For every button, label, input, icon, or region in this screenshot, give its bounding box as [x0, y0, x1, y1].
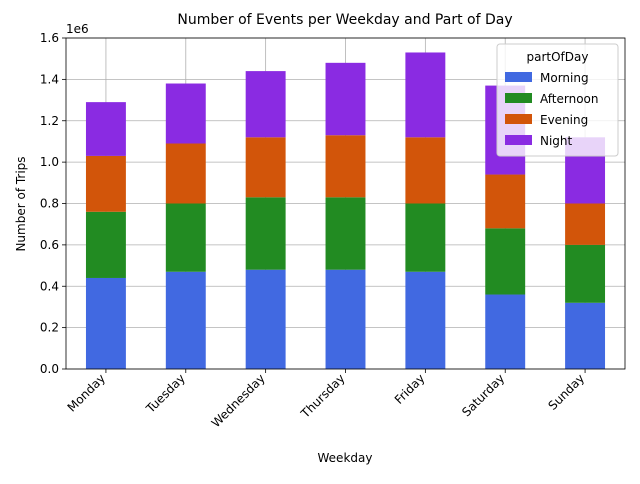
x-tick-label: Wednesday: [209, 371, 268, 430]
x-tick-label: Saturday: [459, 371, 507, 419]
legend-title: partOfDay: [527, 50, 589, 64]
y-axis-label: Number of Trips: [14, 156, 28, 251]
legend-label-afternoon: Afternoon: [540, 92, 599, 106]
chart-title: Number of Events per Weekday and Part of…: [177, 12, 512, 28]
bars: [85, 52, 606, 369]
x-tick-label: Thursday: [298, 371, 348, 421]
bar-sunday-evening: [565, 203, 606, 245]
bar-wednesday-night: [245, 71, 286, 138]
bar-friday-evening: [405, 137, 446, 204]
bar-friday-morning: [405, 271, 446, 369]
y-tick-label: 1.4: [40, 72, 59, 86]
bar-thursday-night: [325, 62, 366, 136]
legend-label-night: Night: [540, 134, 573, 148]
x-tick-label: Tuesday: [143, 371, 188, 416]
bar-tuesday-afternoon: [165, 203, 206, 272]
y-tick-label: 1.6: [40, 31, 59, 45]
bar-thursday-evening: [325, 135, 366, 198]
bar-monday-night: [85, 102, 126, 156]
bar-wednesday-morning: [245, 269, 286, 369]
bar-saturday-afternoon: [485, 228, 526, 295]
bar-tuesday-evening: [165, 143, 206, 204]
bar-sunday-morning: [565, 302, 606, 369]
y-tick-label: 0.8: [40, 197, 59, 211]
bar-friday-afternoon: [405, 203, 446, 272]
legend-swatch-night: [505, 135, 532, 145]
bar-monday-morning: [85, 277, 126, 369]
legend-swatch-evening: [505, 114, 532, 124]
bar-monday-evening: [85, 155, 126, 212]
y-tick-label: 0.6: [40, 238, 59, 252]
bar-wednesday-afternoon: [245, 197, 286, 270]
legend-swatch-afternoon: [505, 93, 532, 103]
y-tick-label: 0.0: [40, 362, 59, 376]
bar-saturday-evening: [485, 174, 526, 229]
bar-thursday-afternoon: [325, 197, 366, 270]
x-tick-label: Friday: [392, 371, 428, 407]
bar-saturday-morning: [485, 294, 526, 369]
y-axis-offset-label: 1e6: [66, 22, 89, 36]
bar-wednesday-evening: [245, 137, 286, 198]
bar-monday-afternoon: [85, 211, 126, 278]
legend-label-morning: Morning: [540, 71, 589, 85]
legend-label-evening: Evening: [540, 113, 588, 127]
bar-friday-night: [405, 52, 446, 138]
x-axis-label: Weekday: [318, 451, 373, 465]
bar-tuesday-morning: [165, 271, 206, 369]
legend: partOfDay Morning Afternoon Evening Night: [496, 43, 619, 157]
x-tick-label: Sunday: [546, 371, 588, 413]
y-tick-label: 0.4: [40, 279, 59, 293]
bar-tuesday-night: [165, 83, 206, 144]
plot-frame: [65, 37, 626, 370]
legend-swatch-morning: [505, 72, 532, 82]
y-tick-label: 0.2: [40, 321, 59, 335]
y-tick-label: 1.0: [40, 155, 59, 169]
y-tick-label: 1.2: [40, 114, 59, 128]
x-tick-label: Monday: [65, 371, 108, 414]
bar-thursday-morning: [325, 269, 366, 369]
bar-sunday-afternoon: [565, 244, 606, 303]
